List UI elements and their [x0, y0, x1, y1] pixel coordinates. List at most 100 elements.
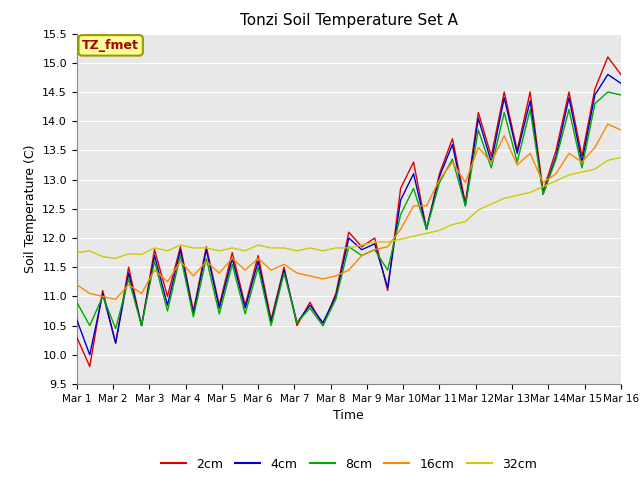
4cm	[397, 197, 404, 203]
4cm	[228, 255, 236, 261]
8cm	[371, 247, 378, 252]
2cm	[189, 308, 197, 314]
16cm	[280, 262, 288, 267]
32cm	[397, 236, 404, 242]
32cm	[73, 250, 81, 255]
32cm	[177, 242, 184, 248]
32cm	[422, 230, 430, 236]
16cm	[332, 273, 340, 279]
16cm	[164, 279, 172, 285]
4cm	[540, 192, 547, 197]
4cm	[268, 320, 275, 325]
2cm	[319, 323, 327, 328]
16cm	[474, 144, 482, 150]
2cm	[488, 154, 495, 159]
16cm	[500, 133, 508, 139]
Line: 32cm: 32cm	[77, 157, 621, 258]
4cm	[422, 227, 430, 232]
4cm	[150, 252, 158, 258]
2cm	[449, 136, 456, 142]
8cm	[150, 259, 158, 264]
16cm	[436, 177, 444, 182]
2cm	[371, 235, 378, 241]
32cm	[202, 245, 210, 251]
2cm	[513, 147, 521, 153]
16cm	[422, 203, 430, 209]
8cm	[202, 255, 210, 261]
Text: TZ_fmet: TZ_fmet	[82, 39, 139, 52]
16cm	[410, 203, 417, 209]
32cm	[513, 192, 521, 198]
8cm	[500, 109, 508, 115]
4cm	[86, 352, 93, 358]
4cm	[216, 305, 223, 311]
2cm	[384, 288, 392, 293]
16cm	[449, 159, 456, 165]
Line: 4cm: 4cm	[77, 74, 621, 355]
8cm	[86, 323, 93, 328]
2cm	[604, 54, 612, 60]
2cm	[202, 244, 210, 250]
4cm	[526, 98, 534, 104]
2cm	[617, 72, 625, 77]
32cm	[461, 219, 469, 225]
32cm	[604, 157, 612, 163]
8cm	[189, 314, 197, 320]
2cm	[177, 244, 184, 250]
8cm	[513, 159, 521, 165]
2cm	[86, 364, 93, 370]
8cm	[138, 323, 145, 328]
8cm	[488, 165, 495, 171]
Line: 2cm: 2cm	[77, 57, 621, 367]
16cm	[112, 297, 120, 302]
8cm	[410, 185, 417, 191]
32cm	[578, 169, 586, 175]
16cm	[461, 180, 469, 185]
2cm	[254, 252, 262, 258]
32cm	[125, 251, 132, 257]
2cm	[591, 86, 599, 92]
32cm	[436, 228, 444, 233]
16cm	[371, 247, 378, 252]
32cm	[99, 254, 106, 260]
16cm	[319, 276, 327, 282]
X-axis label: Time: Time	[333, 409, 364, 422]
8cm	[422, 227, 430, 232]
8cm	[384, 267, 392, 273]
2cm	[216, 302, 223, 308]
32cm	[293, 248, 301, 254]
2cm	[397, 185, 404, 191]
32cm	[319, 248, 327, 254]
4cm	[164, 302, 172, 308]
16cm	[228, 255, 236, 261]
2cm	[112, 340, 120, 346]
16cm	[384, 244, 392, 250]
16cm	[99, 294, 106, 300]
8cm	[565, 107, 573, 112]
8cm	[99, 294, 106, 300]
8cm	[125, 276, 132, 282]
32cm	[371, 239, 378, 245]
Legend: 2cm, 4cm, 8cm, 16cm, 32cm: 2cm, 4cm, 8cm, 16cm, 32cm	[156, 453, 541, 476]
Line: 16cm: 16cm	[77, 124, 621, 300]
16cm	[306, 273, 314, 279]
32cm	[488, 201, 495, 207]
4cm	[358, 247, 365, 252]
8cm	[164, 308, 172, 314]
4cm	[202, 247, 210, 252]
4cm	[461, 203, 469, 209]
2cm	[73, 335, 81, 340]
32cm	[332, 245, 340, 251]
2cm	[461, 200, 469, 206]
2cm	[99, 288, 106, 293]
16cm	[565, 150, 573, 156]
4cm	[371, 241, 378, 247]
4cm	[384, 285, 392, 290]
4cm	[177, 247, 184, 252]
2cm	[345, 229, 353, 235]
16cm	[241, 267, 249, 273]
8cm	[474, 127, 482, 133]
16cm	[254, 255, 262, 261]
2cm	[474, 109, 482, 115]
2cm	[164, 294, 172, 300]
